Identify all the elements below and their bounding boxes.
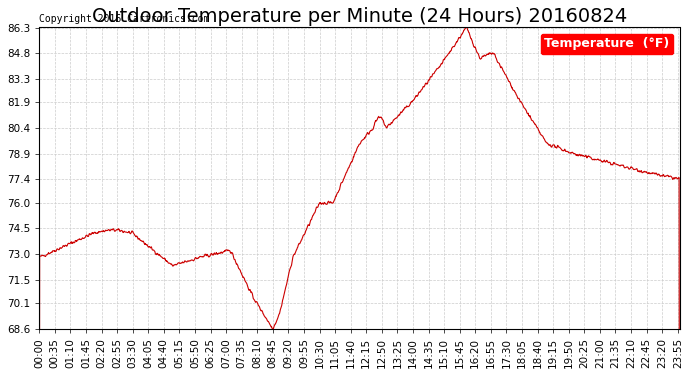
Temperature  (°F) [600,158,608,163]
Text: Copyright 2016 Cartronics.com: Copyright 2016 Cartronics.com [39,15,210,24]
Temperature  (°F) [249,296,257,301]
Temperature  (°F) [177,261,186,265]
Temperature  (°F) [462,25,471,29]
Title: Outdoor Temperature per Minute (24 Hours) 20160824: Outdoor Temperature per Minute (24 Hours… [92,7,627,26]
Line: Temperature  (°F): Temperature (°F) [39,27,680,375]
Temperature  (°F) [543,141,551,145]
Temperature  (°F) [459,30,467,34]
Temperature  (°F) [162,258,170,263]
Legend: Temperature  (°F): Temperature (°F) [540,34,673,54]
